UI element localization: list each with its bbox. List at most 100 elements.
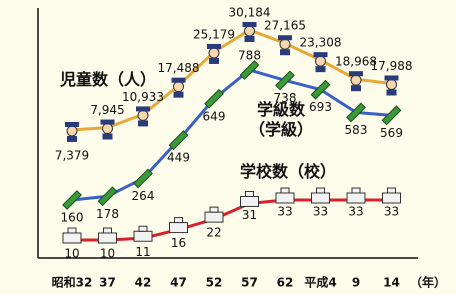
marker-roof [352,188,360,193]
marker [276,71,294,89]
marker [278,35,292,55]
marker-school [99,233,117,243]
marker-hat [314,52,328,57]
data-label: 17,988 [371,59,413,73]
data-label: 33 [313,205,328,219]
data-label: 449 [167,151,190,165]
x-tick-label: 37 [99,276,116,290]
marker [170,218,188,233]
marker-face [209,48,219,58]
marker-face [351,75,361,85]
marker-roof [246,191,254,196]
data-label: 649 [203,109,226,123]
marker-face [103,124,113,134]
data-label: 10 [64,247,79,261]
marker-school [312,193,330,203]
x-tick-label: 52 [206,276,223,290]
data-label: 11 [135,245,150,259]
data-label: 31 [242,208,257,222]
marker [314,52,328,72]
data-label: 178 [96,207,119,221]
x-tick-label: 57 [241,276,258,290]
marker-face [387,79,397,89]
x-tick-label: 47 [170,276,187,290]
marker-body [67,136,77,142]
marker-pencil [276,71,294,89]
marker-face [316,56,326,66]
data-label: 7,379 [55,149,89,163]
marker-hat [101,120,115,125]
marker [65,122,79,142]
marker-roof [281,188,289,193]
marker-body [103,134,113,140]
marker-pencil [240,61,258,79]
marker [205,90,223,108]
data-label: 33 [348,205,363,219]
marker-hat [349,71,363,76]
series-label: 学校数（校） [240,162,336,182]
marker [311,80,329,98]
x-tick-label: 14 [383,276,400,290]
data-label: 583 [345,123,368,137]
data-label: 264 [132,189,155,203]
data-label: 30,184 [229,6,271,20]
marker-school [134,231,152,241]
marker-hat [385,75,399,80]
marker [101,120,115,140]
marker-body [351,85,361,91]
marker-body [174,92,184,98]
data-label: 25,179 [193,27,235,41]
marker-face [245,26,255,36]
marker-body [280,49,290,55]
marker [136,106,150,126]
marker-hat [65,122,79,127]
marker [134,169,152,187]
marker-school [170,223,188,233]
marker-pencil [311,80,329,98]
data-label: 10,933 [122,90,164,104]
marker-pencil [134,169,152,187]
marker-school [205,212,223,222]
marker-roof [210,207,218,212]
marker [383,188,401,203]
series-line [72,200,392,240]
marker-body [245,36,255,42]
data-label: 33 [384,205,399,219]
marker [349,71,363,91]
data-label: 160 [61,211,84,225]
marker-school [276,193,294,203]
marker-pencil [169,131,187,149]
marker-roof [175,218,183,223]
marker-roof [317,188,325,193]
data-label: 7,945 [90,103,124,117]
marker [169,131,187,149]
marker-body [138,120,148,126]
marker [276,188,294,203]
marker [385,75,399,95]
marker-school [241,196,259,206]
marker-hat [172,78,186,83]
data-label: 569 [380,126,403,140]
data-label: 27,165 [264,19,306,33]
marker-face [138,110,148,120]
data-label: 22 [206,226,221,240]
marker [205,207,223,222]
marker-school [347,193,365,203]
x-tick-label: 62 [277,276,294,290]
chart: （年） 昭和32374247525762平成49147,3797,94510,9… [0,0,456,295]
marker-roof [104,228,112,233]
x-tick-label: 42 [135,276,152,290]
marker [134,226,152,241]
marker [312,188,330,203]
marker-body [209,58,219,64]
x-axis-label: （年） [410,275,446,290]
series-label: 児童数（人） [60,70,156,90]
marker-school [63,233,81,243]
data-label: 33 [277,205,292,219]
data-label: 788 [238,49,261,63]
marker-roof [68,228,76,233]
data-label: 10 [100,247,115,261]
marker-face [174,82,184,92]
marker [240,61,258,79]
marker [243,22,257,42]
